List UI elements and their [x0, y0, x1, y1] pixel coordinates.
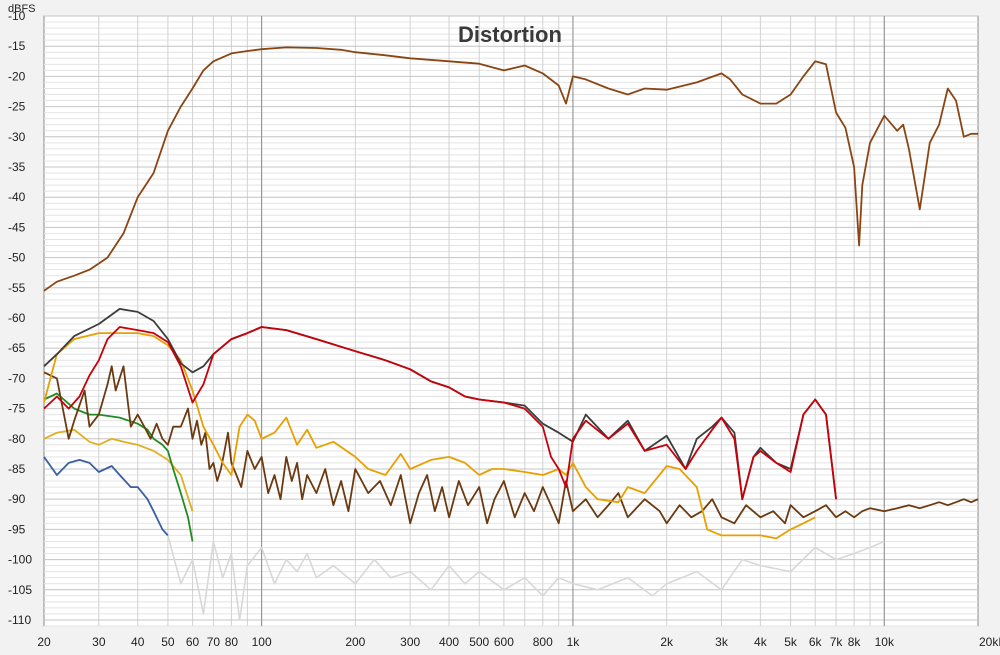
x-tick-label: 70 [207, 635, 221, 649]
x-tick-label: 20kHz [979, 635, 1000, 649]
x-tick-label: 20 [37, 635, 51, 649]
y-tick-label: -55 [8, 281, 26, 295]
x-tick-label: 100 [252, 635, 272, 649]
y-tick-label: -75 [8, 402, 26, 416]
minor-gridlines [44, 16, 978, 627]
x-tick-label: 600 [494, 635, 514, 649]
major-gridlines [44, 15, 978, 626]
x-tick-label: 1k [567, 635, 581, 649]
x-tick-label: 5k [784, 635, 798, 649]
series-line-noise [167, 535, 885, 621]
series-line-h4 [43, 365, 979, 525]
y-tick-label: -50 [8, 251, 26, 265]
x-tick-label: 10k [875, 635, 895, 649]
y-tick-label: -40 [8, 190, 26, 204]
y-tick-label: -110 [8, 613, 31, 627]
y-tick-label: -90 [8, 492, 26, 506]
y-tick-label: -85 [8, 462, 26, 476]
y-tick-label: -35 [8, 160, 26, 174]
series-line-h3 [43, 332, 816, 540]
y-tick-label: -95 [8, 522, 26, 536]
x-tick-label: 300 [400, 635, 420, 649]
series-layer [43, 46, 979, 621]
y-tick-label: -100 [8, 553, 32, 567]
series-line-h2 [43, 326, 837, 501]
y-tick-label: -60 [8, 311, 26, 325]
y-tick-label: -80 [8, 432, 26, 446]
series-line-h7 [43, 456, 169, 537]
plot-area [43, 15, 979, 627]
series-line-h5 [43, 392, 194, 542]
x-tick-label: 50 [161, 635, 175, 649]
x-tick-label: 2k [660, 635, 674, 649]
x-tick-label: 800 [533, 635, 553, 649]
y-tick-label: -30 [8, 130, 26, 144]
y-axis: -10 -15 -20 -25 -30 -35 -40 -45 -50 -55 -60 -65 -70 -… [8, 9, 32, 627]
x-tick-label: 80 [225, 635, 239, 649]
x-tick-label: 40 [131, 635, 145, 649]
chart-title: Distortion [458, 22, 562, 47]
y-axis-label: dBFS [8, 3, 36, 15]
x-tick-label: 400 [439, 635, 459, 649]
y-tick-label: -70 [8, 371, 26, 385]
x-tick-label: 7k [830, 635, 844, 649]
y-tick-label: -65 [8, 341, 26, 355]
y-tick-label: -20 [8, 69, 26, 83]
x-tick-label: 4k [754, 635, 768, 649]
x-tick-label: 8k [848, 635, 862, 649]
y-tick-label: -25 [8, 100, 26, 114]
y-tick-label: -45 [8, 220, 26, 234]
x-tick-label: 500 [469, 635, 489, 649]
x-tick-label: 6k [809, 635, 823, 649]
x-tick-label: 30 [92, 635, 106, 649]
x-axis: 20 30 40 50 60 70 80 100 200 300 400 500 600 800 1k 2k 3… [37, 635, 1000, 649]
x-tick-label: 3k [715, 635, 729, 649]
x-tick-label: 60 [186, 635, 200, 649]
y-tick-label: -10 [8, 9, 26, 23]
series-line-fundamental [43, 46, 978, 292]
y-tick-label: -105 [8, 583, 32, 597]
x-tick-label: 200 [345, 635, 365, 649]
y-tick-label: -15 [8, 39, 26, 53]
